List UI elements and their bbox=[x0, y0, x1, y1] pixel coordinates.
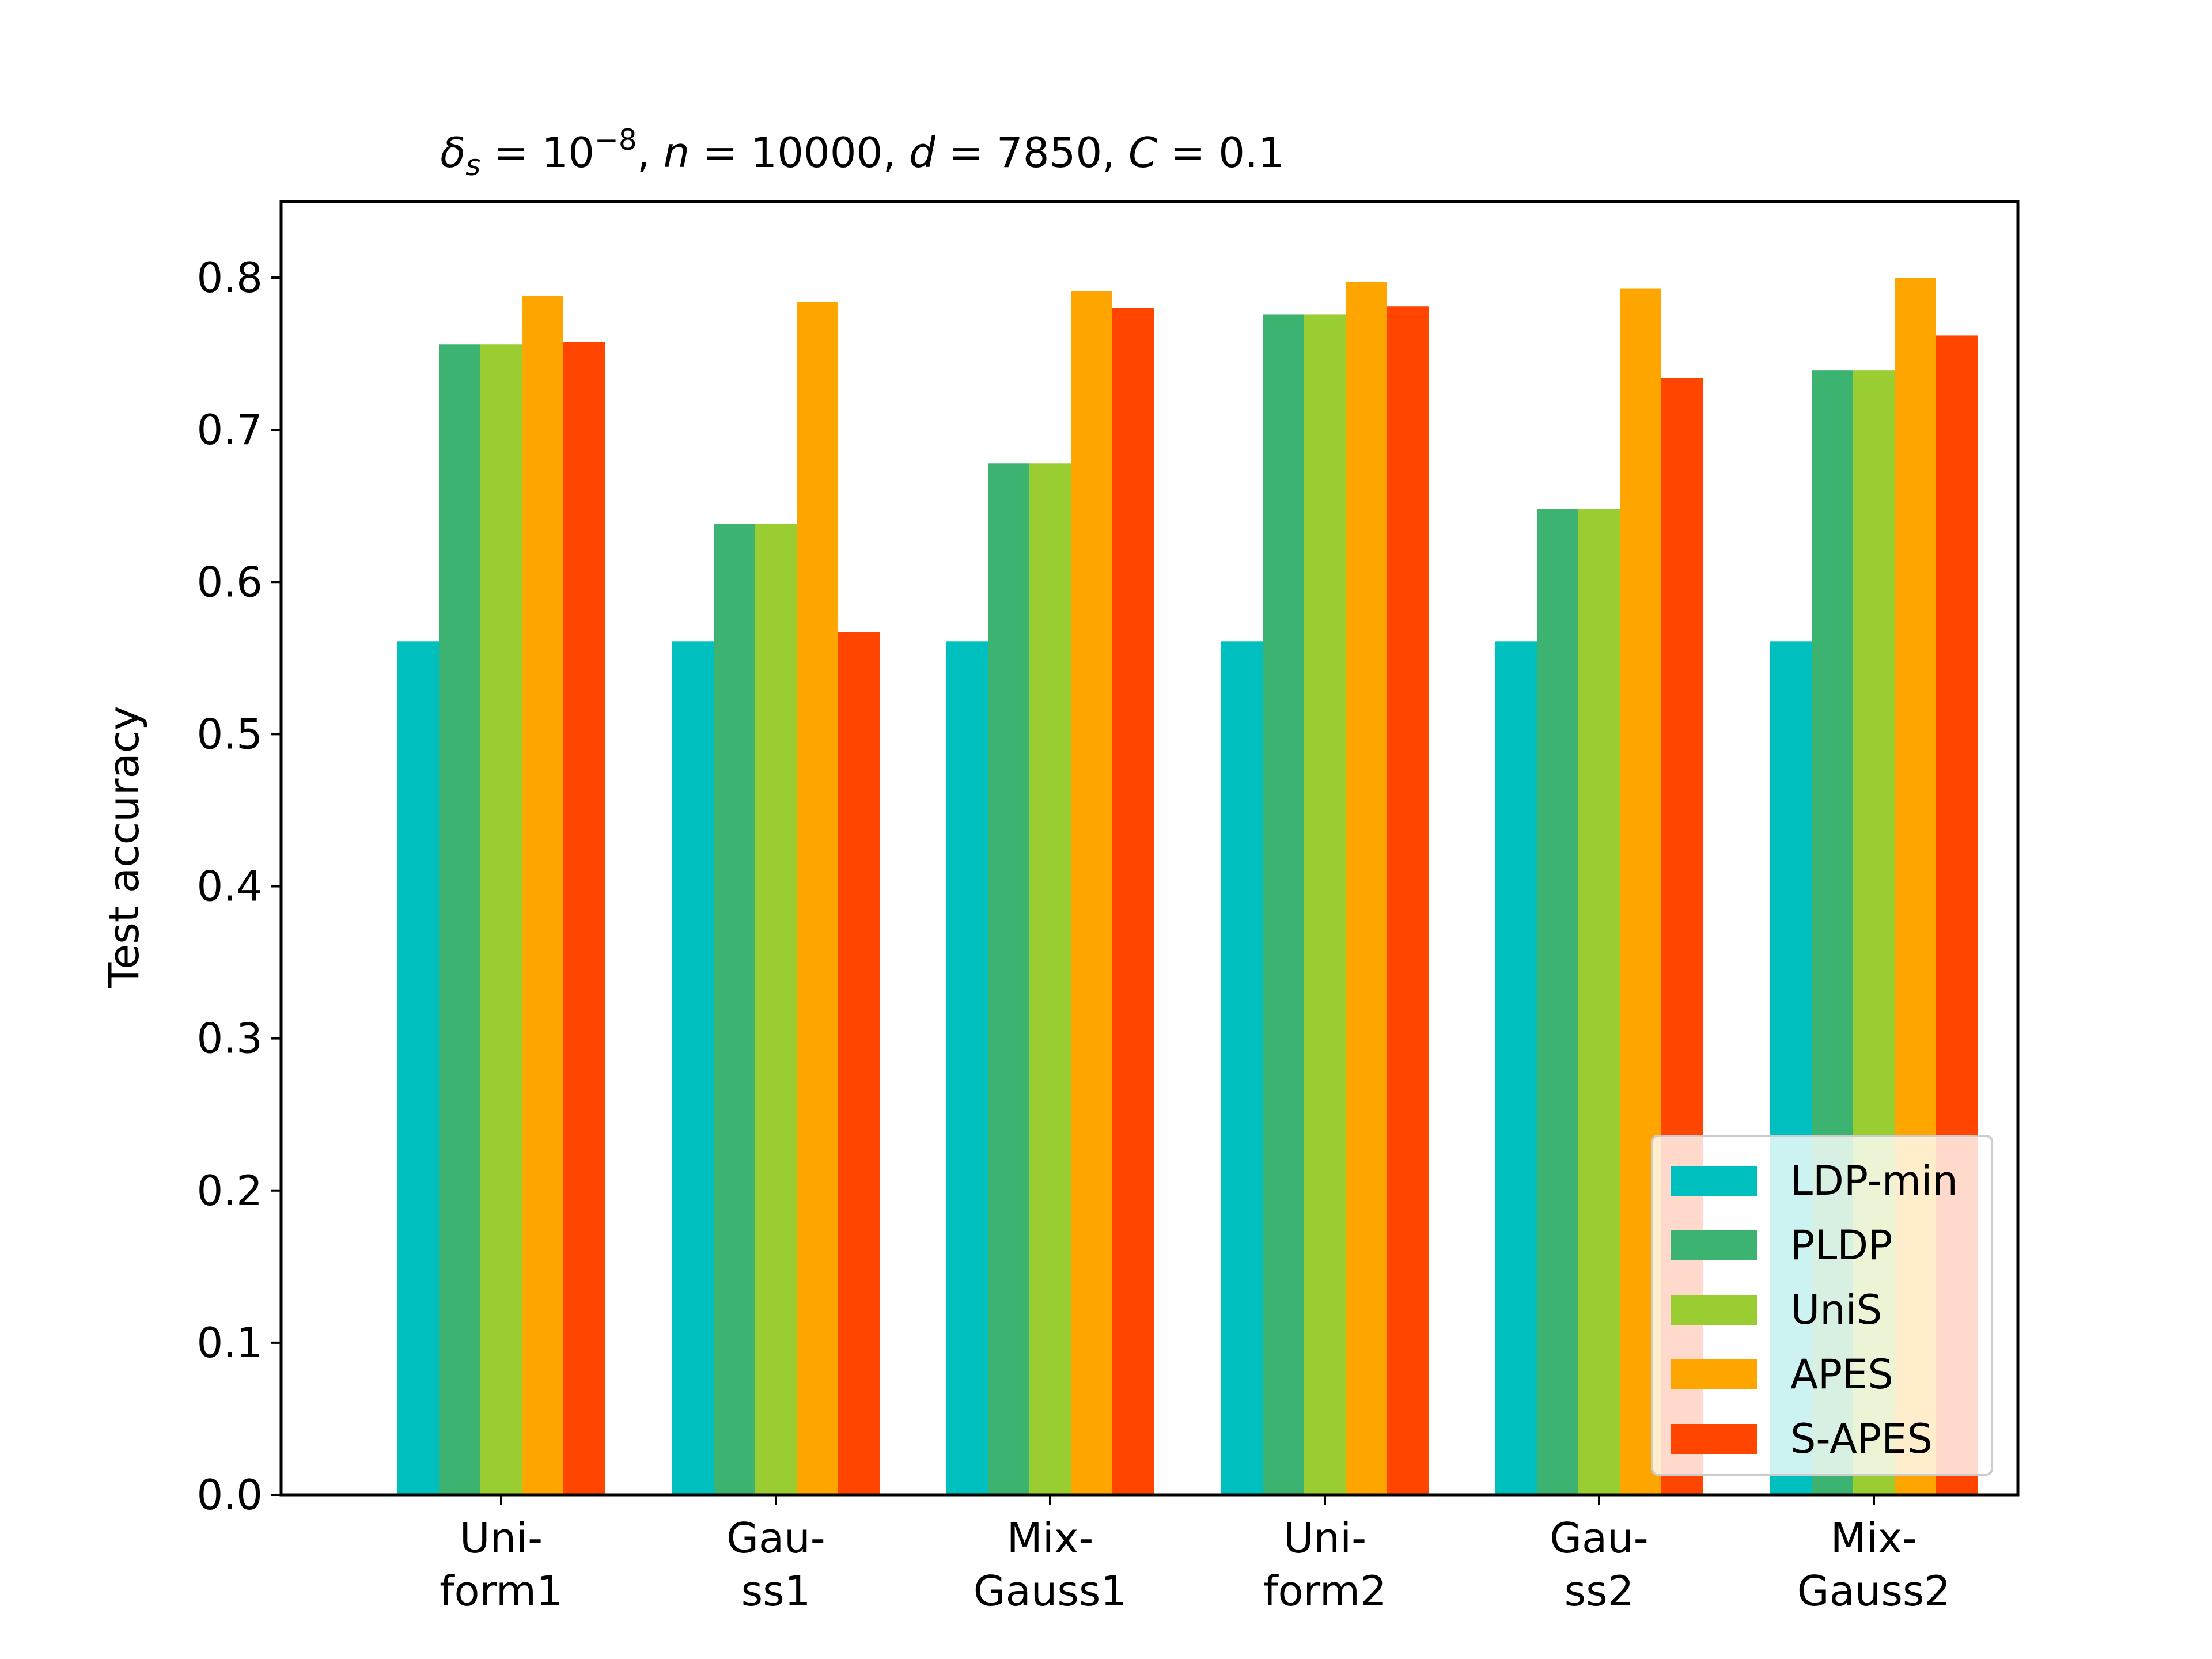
x-tick-label: Gauss2 bbox=[1797, 1567, 1950, 1615]
y-tick-label: 0.5 bbox=[196, 710, 263, 758]
bar-ldp-min-4 bbox=[1495, 641, 1537, 1495]
bar-ldp-min-3 bbox=[1221, 641, 1263, 1495]
x-tick-label: Uni- bbox=[1283, 1514, 1366, 1562]
bar-unis-0 bbox=[480, 344, 522, 1495]
x-tick-label: form2 bbox=[1263, 1567, 1387, 1615]
bar-ldp-min-0 bbox=[397, 641, 439, 1495]
y-axis-ticks: 0.0 0.1 0.2 0.3 0.4 0.5 0.6 0.7 0.8 bbox=[196, 253, 281, 1519]
x-tick-label: Mix- bbox=[1007, 1514, 1094, 1562]
y-tick-label: 0.6 bbox=[196, 558, 263, 606]
x-tick-label: ss1 bbox=[741, 1567, 811, 1615]
bars-group bbox=[397, 278, 1978, 1495]
x-tick-label: form1 bbox=[440, 1567, 563, 1615]
x-axis-ticks: Uni-form1 Gau-ss1 Mix- Gauss1 Uni-form2 Gau-s… bbox=[440, 1495, 1950, 1615]
bar-s-apes-3 bbox=[1387, 306, 1429, 1495]
bar-apes-3 bbox=[1346, 282, 1387, 1495]
bar-apes-1 bbox=[797, 302, 838, 1495]
x-tick-label: Gau- bbox=[726, 1514, 825, 1562]
bar-apes-2 bbox=[1071, 291, 1112, 1495]
y-tick-label: 0.4 bbox=[196, 862, 263, 911]
x-tick-label: ss2 bbox=[1565, 1567, 1634, 1615]
bar-pldp-0 bbox=[439, 344, 480, 1495]
legend-label: LDP-min bbox=[1790, 1157, 1958, 1205]
bar-pldp-2 bbox=[988, 463, 1029, 1495]
bar-pldp-1 bbox=[714, 524, 755, 1495]
bar-apes-0 bbox=[522, 296, 563, 1495]
legend: LDP-min PLDP UniS APES S-APES bbox=[1651, 1135, 1993, 1476]
bar-unis-3 bbox=[1304, 314, 1346, 1495]
y-tick-label: 0.3 bbox=[196, 1014, 263, 1063]
bar-ldp-min-2 bbox=[946, 641, 988, 1495]
bar-ldp-min-1 bbox=[672, 641, 714, 1495]
legend-swatch bbox=[1671, 1359, 1757, 1389]
chart-title: δs = 10−8, n = 10000, d = 7850, C = 0.1 bbox=[440, 123, 1285, 182]
y-tick-label: 0.8 bbox=[196, 253, 263, 302]
legend-swatch bbox=[1671, 1166, 1757, 1196]
y-tick-label: 0.0 bbox=[196, 1471, 263, 1519]
x-tick-label: Uni- bbox=[460, 1514, 543, 1562]
bar-pldp-3 bbox=[1263, 314, 1304, 1495]
bar-unis-4 bbox=[1578, 509, 1620, 1495]
legend-swatch bbox=[1671, 1295, 1757, 1325]
y-tick-label: 0.2 bbox=[196, 1166, 263, 1215]
legend-label: APES bbox=[1790, 1351, 1893, 1398]
legend-frame bbox=[1651, 1135, 1993, 1476]
legend-swatch bbox=[1671, 1424, 1757, 1454]
y-tick-label: 0.7 bbox=[196, 406, 263, 454]
bar-s-apes-0 bbox=[563, 341, 605, 1495]
plot-area-frame bbox=[279, 200, 2020, 1497]
legend-label: S-APES bbox=[1790, 1415, 1933, 1463]
bar-pldp-4 bbox=[1537, 509, 1578, 1495]
bar-s-apes-2 bbox=[1112, 308, 1154, 1495]
legend-swatch bbox=[1671, 1230, 1757, 1260]
bar-unis-2 bbox=[1029, 463, 1071, 1495]
legend-label: UniS bbox=[1790, 1286, 1882, 1334]
y-axis-label: Test accuracy bbox=[100, 706, 148, 988]
x-tick-label: Gauss1 bbox=[974, 1567, 1127, 1615]
x-tick-label: Gau- bbox=[1550, 1514, 1649, 1562]
bar-s-apes-1 bbox=[838, 632, 880, 1495]
x-tick-label: Mix- bbox=[1831, 1514, 1918, 1562]
y-tick-label: 0.1 bbox=[196, 1319, 263, 1367]
bar-unis-1 bbox=[755, 524, 797, 1495]
legend-label: PLDP bbox=[1790, 1222, 1892, 1269]
